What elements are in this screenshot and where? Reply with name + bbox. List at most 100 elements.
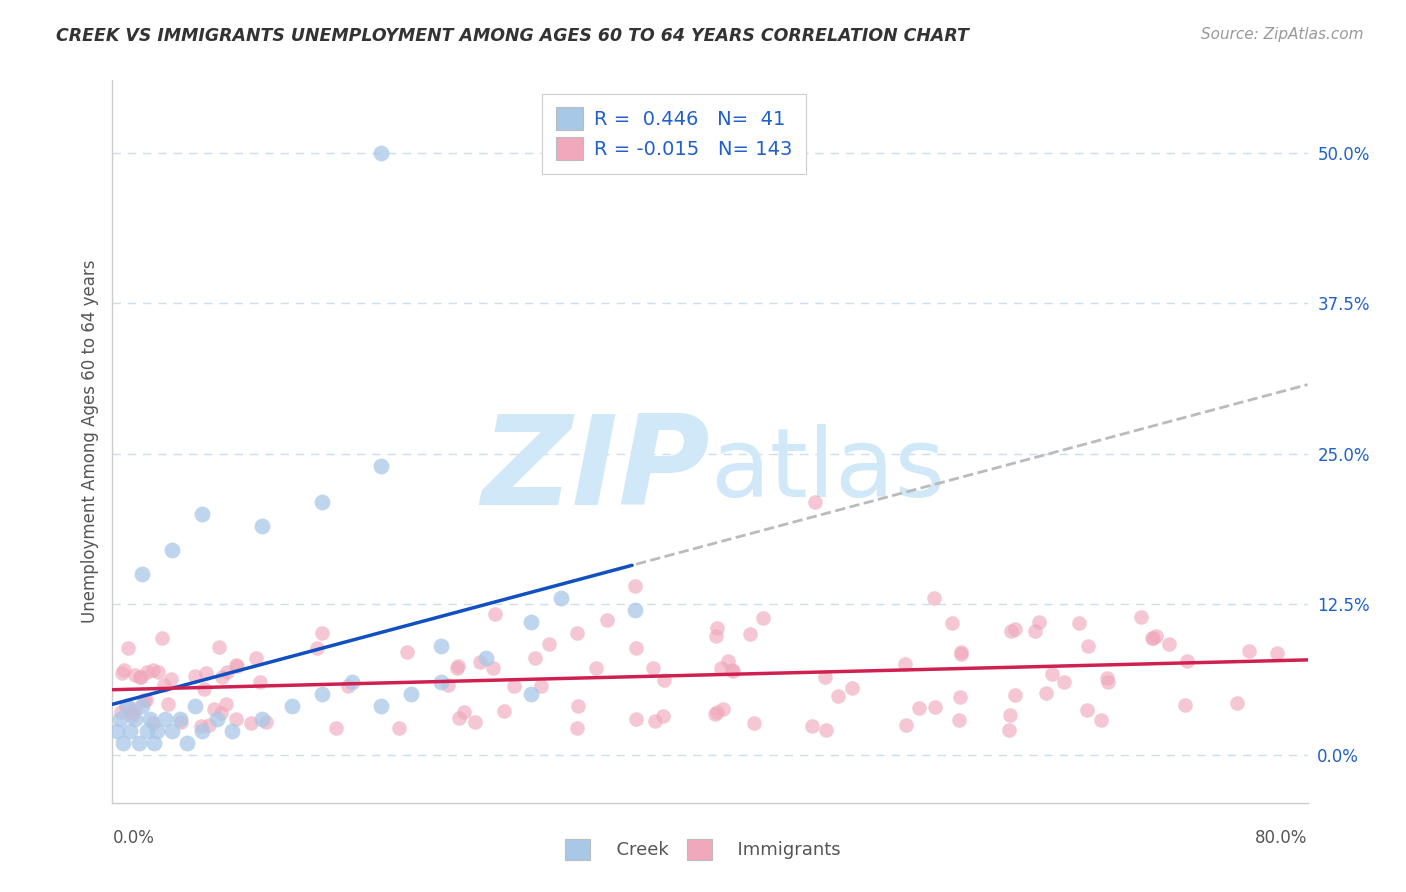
Point <box>908 701 931 715</box>
Point <box>523 651 546 665</box>
Point <box>124 712 146 726</box>
Point <box>1157 637 1180 651</box>
Point <box>205 712 228 726</box>
Point <box>146 723 169 738</box>
Point <box>537 637 560 651</box>
Point <box>803 494 825 508</box>
Point <box>624 712 647 726</box>
Point <box>814 723 837 737</box>
Point <box>135 723 157 738</box>
Point <box>191 723 214 738</box>
Point <box>121 706 143 720</box>
Point <box>751 611 773 625</box>
Point <box>325 721 347 735</box>
Point <box>644 714 666 728</box>
Point <box>1175 654 1198 668</box>
Point <box>152 631 174 645</box>
Point <box>142 716 165 731</box>
Point <box>135 665 157 679</box>
Point <box>211 670 233 684</box>
Point <box>110 705 132 719</box>
Point <box>841 681 863 696</box>
Point <box>1077 639 1099 653</box>
Point <box>105 723 128 738</box>
Point <box>153 712 176 726</box>
Point <box>896 718 918 732</box>
Point <box>738 627 761 641</box>
Point <box>152 677 174 691</box>
Point <box>132 693 155 707</box>
Point <box>520 687 543 701</box>
Point <box>1035 686 1057 700</box>
Point <box>922 591 945 606</box>
Point <box>706 621 728 635</box>
Point <box>131 699 153 714</box>
Point <box>337 679 360 693</box>
Legend:   Creek,   Immigrants: Creek, Immigrants <box>558 831 848 867</box>
Point <box>1095 671 1118 685</box>
Point <box>117 641 139 656</box>
Point <box>139 712 162 726</box>
Point <box>1067 615 1090 630</box>
Point <box>1097 675 1119 690</box>
Point <box>195 666 218 681</box>
Point <box>146 665 169 680</box>
Point <box>1090 713 1112 727</box>
Point <box>530 679 553 693</box>
Text: 0.0%: 0.0% <box>112 829 155 847</box>
Point <box>447 659 470 673</box>
Point <box>370 699 392 714</box>
Point <box>651 708 673 723</box>
Point <box>704 629 727 643</box>
Point <box>305 640 328 655</box>
Point <box>468 655 491 669</box>
Point <box>401 687 423 701</box>
Point <box>396 645 419 659</box>
Point <box>484 607 506 621</box>
Point <box>721 665 744 679</box>
Point <box>217 665 239 680</box>
Point <box>813 670 835 684</box>
Point <box>624 603 647 617</box>
Point <box>340 675 363 690</box>
Point <box>464 714 486 729</box>
Point <box>1130 609 1153 624</box>
Point <box>997 723 1019 737</box>
Point <box>239 715 262 730</box>
Point <box>596 613 619 627</box>
Point <box>190 719 212 733</box>
Point <box>430 639 453 653</box>
Legend: R =  0.446   N=  41, R = -0.015   N= 143: R = 0.446 N= 41, R = -0.015 N= 143 <box>541 94 807 174</box>
Point <box>1004 689 1026 703</box>
Point <box>170 715 193 730</box>
Point <box>121 709 143 723</box>
Point <box>565 626 588 640</box>
Point <box>115 698 138 713</box>
Point <box>111 665 134 680</box>
Point <box>1226 696 1249 710</box>
Point <box>162 542 183 557</box>
Point <box>225 712 247 726</box>
Point <box>924 699 946 714</box>
Point <box>550 591 572 606</box>
Point <box>950 645 973 659</box>
Point <box>124 702 146 716</box>
Point <box>1000 624 1022 639</box>
Text: Source: ZipAtlas.com: Source: ZipAtlas.com <box>1201 27 1364 42</box>
Point <box>143 735 166 749</box>
Point <box>1237 644 1260 658</box>
Point <box>117 699 139 714</box>
Point <box>135 693 157 707</box>
Point <box>949 647 972 661</box>
Point <box>131 670 153 684</box>
Text: ZIP: ZIP <box>481 410 710 531</box>
Point <box>226 659 249 673</box>
Point <box>585 661 607 675</box>
Point <box>1144 629 1167 643</box>
Point <box>1053 674 1076 689</box>
Point <box>1173 698 1195 713</box>
Point <box>124 668 146 682</box>
Point <box>311 626 333 640</box>
Point <box>447 711 470 725</box>
Point <box>941 615 963 630</box>
